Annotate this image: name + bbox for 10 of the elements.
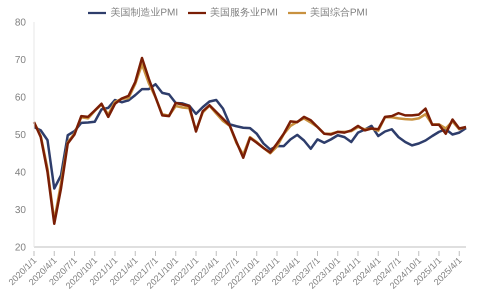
y-tick-label: 30 — [14, 205, 26, 216]
y-tick-label: 50 — [14, 130, 26, 142]
y-tick-label: 20 — [14, 242, 26, 254]
legend-label: 美国服务业PMI — [210, 8, 278, 19]
legend-label: 美国综合PMI — [310, 8, 368, 19]
legend-label: 美国制造业PMI — [110, 8, 178, 19]
y-tick-label: 40 — [14, 168, 26, 179]
y-tick-label: 60 — [14, 92, 26, 104]
y-tick-label: 70 — [14, 55, 26, 66]
y-tick-label: 80 — [14, 18, 26, 29]
